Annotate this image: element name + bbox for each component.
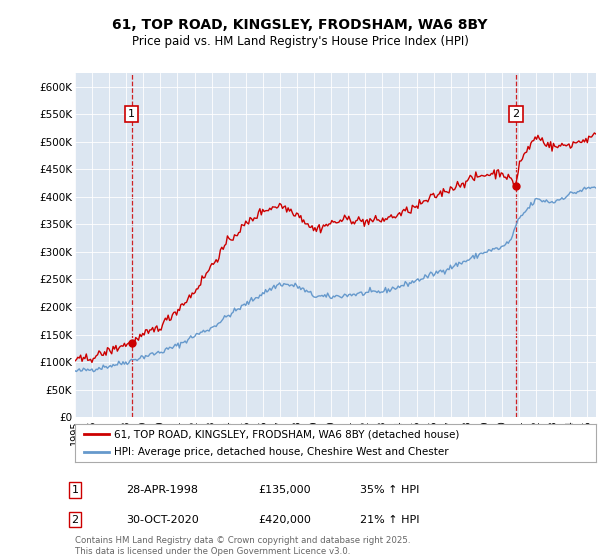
Text: 1: 1 (71, 485, 79, 495)
Text: 28-APR-1998: 28-APR-1998 (126, 485, 198, 495)
Text: HPI: Average price, detached house, Cheshire West and Chester: HPI: Average price, detached house, Ches… (114, 447, 449, 457)
Text: 21% ↑ HPI: 21% ↑ HPI (360, 515, 419, 525)
Text: 2: 2 (512, 109, 520, 119)
Text: £420,000: £420,000 (258, 515, 311, 525)
Text: 61, TOP ROAD, KINGSLEY, FRODSHAM, WA6 8BY (detached house): 61, TOP ROAD, KINGSLEY, FRODSHAM, WA6 8B… (114, 429, 460, 439)
Text: £135,000: £135,000 (258, 485, 311, 495)
Text: 61, TOP ROAD, KINGSLEY, FRODSHAM, WA6 8BY: 61, TOP ROAD, KINGSLEY, FRODSHAM, WA6 8B… (112, 18, 488, 32)
Text: 35% ↑ HPI: 35% ↑ HPI (360, 485, 419, 495)
Text: 30-OCT-2020: 30-OCT-2020 (126, 515, 199, 525)
Text: 2: 2 (71, 515, 79, 525)
Text: Price paid vs. HM Land Registry's House Price Index (HPI): Price paid vs. HM Land Registry's House … (131, 35, 469, 49)
Text: 1: 1 (128, 109, 135, 119)
Text: Contains HM Land Registry data © Crown copyright and database right 2025.
This d: Contains HM Land Registry data © Crown c… (75, 536, 410, 556)
